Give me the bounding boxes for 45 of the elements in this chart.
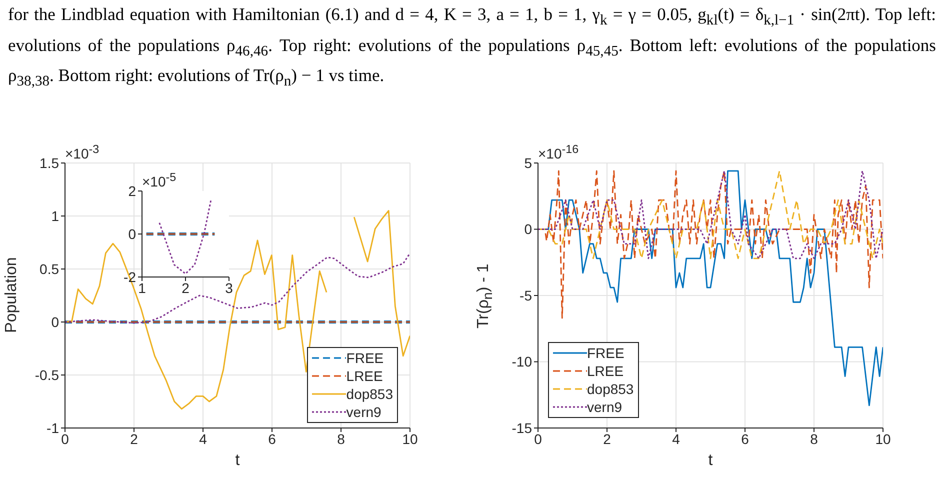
legend-label: FREE (346, 350, 384, 366)
y-tick-label: -0.5 (34, 366, 60, 383)
x-tick-label: 4 (672, 430, 680, 447)
y-tick-label: -5 (520, 287, 532, 304)
legend-label: vern9 (346, 404, 382, 420)
x-tick-label: 2 (603, 430, 612, 447)
legend-label: LREE (587, 363, 624, 379)
x-tick-label: 6 (741, 430, 750, 447)
y-axis-title: Population (3, 256, 21, 334)
y-tick-label: 0 (51, 314, 60, 330)
y-tick-label: -1 (46, 420, 60, 436)
x-tick-label: 1 (138, 280, 146, 296)
x-tick-label: 3 (225, 280, 234, 296)
x-tick-label: 2 (182, 280, 190, 296)
x-axis-title: t (234, 452, 241, 470)
y-tick-label: 1 (51, 208, 60, 224)
x-tick-label: 10 (402, 430, 418, 447)
line-series (158, 198, 212, 274)
line-series (65, 252, 410, 324)
text: ×10$^{-16}$ (538, 143, 579, 162)
x-tick-label: 0 (534, 430, 542, 447)
legend-label: FREE (587, 345, 624, 361)
x-tick-label: 8 (810, 430, 818, 447)
legend-label: vern9 (587, 399, 622, 415)
y-tick-label: 2 (128, 182, 136, 199)
annotation: ×10$^{-5}$ (142, 171, 176, 190)
x-axis-title: t (707, 452, 714, 470)
text: ×10$^{-3}$ (65, 143, 100, 162)
x-tick-label: 0 (61, 430, 70, 447)
x-tick-label: 10 (875, 430, 891, 447)
legend-label: LREE (346, 368, 383, 384)
y-tick-label: 0 (524, 221, 532, 238)
legend-label: dop853 (346, 386, 393, 402)
y-tick-label: -10 (512, 354, 532, 370)
y-tick-label: 1.5 (40, 154, 60, 171)
x-tick-label: 4 (199, 430, 208, 447)
y-tick-label: 0 (128, 226, 136, 242)
legend-label: dop853 (587, 381, 634, 397)
line-series (538, 170, 883, 260)
y-tick-label: 0.5 (40, 260, 60, 277)
y-tick-label: 5 (524, 154, 532, 171)
text: for the Lindblad equation with Hamiltonian (6.1) and d = 4, K = 3, a = 1, b = 1, γ$_{k}$ = γ = 0.05, g$_{kl}$(t) = δ$_{k,l−1}$ · sin(2πt). Top left: evolutions of the populations ρ$_{46,46}$. Top right: evolutions of the populations ρ$_{45,45}$. Bottom left: evolutions of the populations ρ$_{38,38}$. Bottom right: evolutions of Tr(ρ$_{n}$) − 1 vs time. (8, 4, 936, 90)
x-tick-label: 8 (337, 430, 346, 447)
y-tick-label: -15 (512, 420, 532, 436)
x-tick-label: 6 (268, 430, 276, 447)
